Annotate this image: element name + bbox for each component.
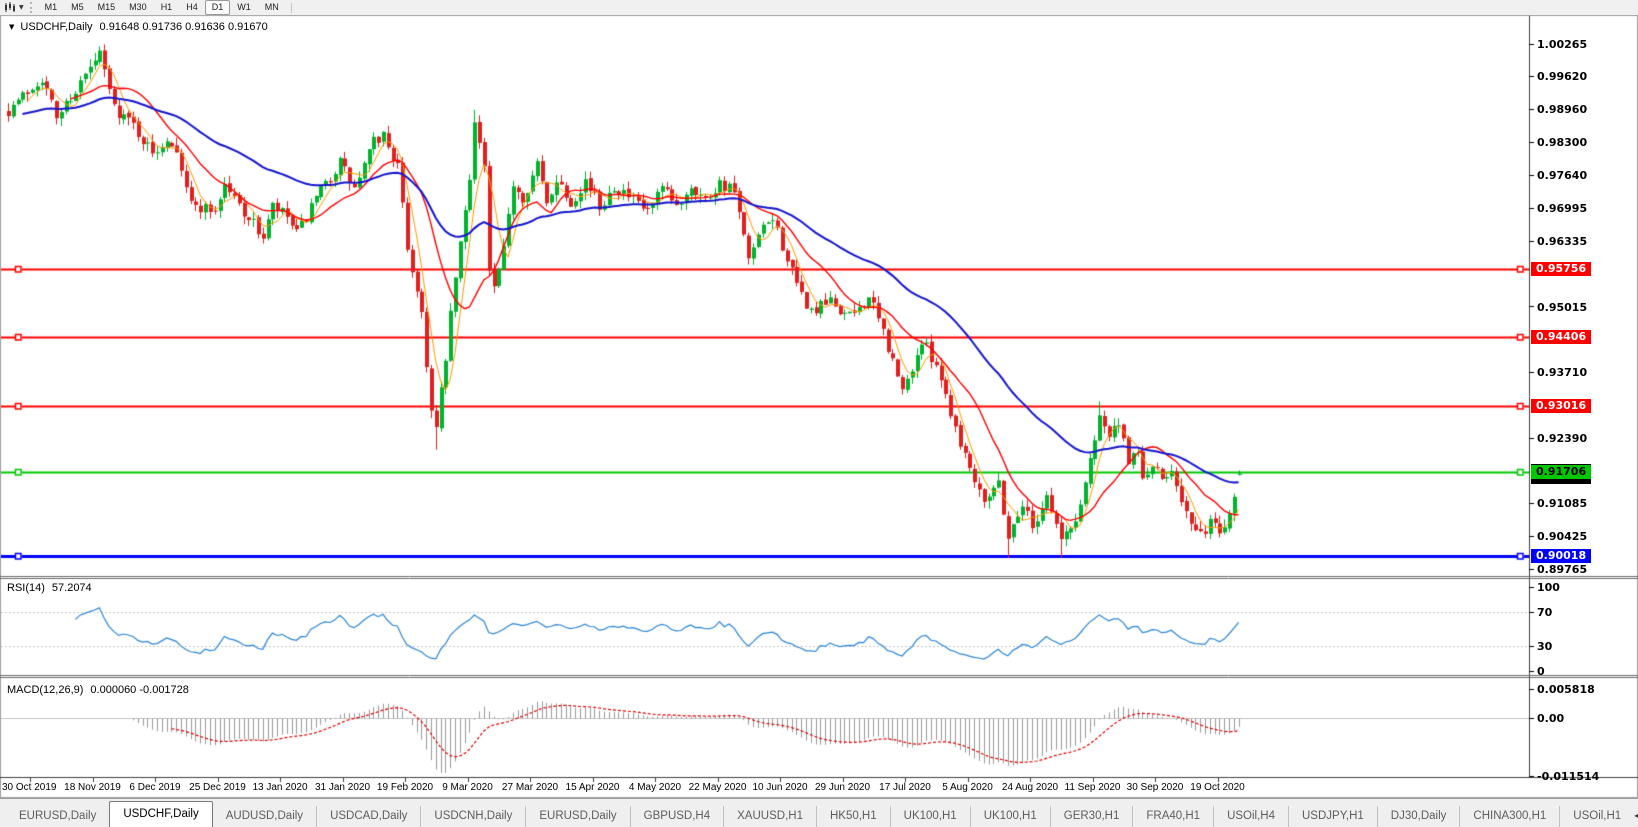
tab-bar: EURUSD,Daily USDCHF,Daily AUDUSD,Daily USDC… [0,798,1638,827]
price-tick-label: 0.96995 [1537,201,1588,215]
tab-eurusd-daily[interactable]: EURUSD,Daily [19,810,97,822]
timeframe-button-h4[interactable]: H4 [186,2,198,12]
tabs-scroll-left-button[interactable]: ◀ [1634,811,1638,820]
tab-usoil-h4[interactable]: USOil,H4 [1213,806,1288,827]
timeframe-button-d1[interactable]: D1 [204,0,231,15]
tab-ger30-h1[interactable]: GER30,H1 [1049,806,1133,827]
date-label: 30 Oct 2019 [2,782,57,793]
timeframe-button-w1[interactable]: W1 [237,2,251,12]
timeframe-button-mn[interactable]: MN [264,2,279,12]
date-label: 4 May 2020 [628,782,682,793]
hline-price-tag: 0.94406 [1531,329,1592,344]
tab-usoil-h1[interactable]: USOil,H1 [1559,806,1634,827]
timeframe-button-m5[interactable]: M5 [71,2,84,12]
hline-price-tag: 0.95756 [1531,262,1592,277]
chart-tabs: EURUSD,Daily USDCHF,Daily AUDUSD,Daily USDC… [6,801,1634,827]
tab-china300-h1[interactable]: CHINA300,H1 [1459,806,1559,827]
macd-tick-label: 0.00 [1537,712,1565,725]
tab-xauusd-h1[interactable]: XAUUSD,H1 [723,806,816,827]
price-tick-label: 0.99620 [1537,70,1588,84]
date-label: 17 Jul 2020 [879,782,931,793]
tab-usdcnh-daily[interactable]: USDCNH,Daily [420,806,525,827]
chart-window: ▼ USDCHF,Daily 0.91648 0.91736 0.91636 0… [0,15,1638,798]
macd-values: 0.000060 -0.001728 [90,684,189,696]
tab-eurusd-daily[interactable]: EURUSD,Daily [525,806,629,827]
date-label: 30 Sep 2020 [1126,782,1184,793]
date-label: 19 Feb 2020 [376,782,434,793]
tab-hk50-h1[interactable]: HK50,H1 [815,806,890,827]
rsi-tick-label: 30 [1537,639,1553,653]
date-label: 5 Aug 2020 [942,782,993,793]
toolbar-grip [29,2,32,13]
tab-fra40-h1[interactable]: FRA40,H1 [1132,806,1213,827]
date-label: 19 Oct 2020 [1190,782,1245,793]
rsi-value: 57.2074 [51,582,92,594]
rsi-tick-label: 100 [1537,581,1560,594]
date-label: 11 Sep 2020 [1064,782,1121,793]
price-tick-label: 0.90425 [1537,530,1588,543]
price-chart-canvas[interactable] [0,15,1638,798]
date-label: 6 Dec 2019 [129,782,181,793]
chart-type-dropdown-caret[interactable]: ▼ [19,4,24,11]
toolbar-separator [290,2,292,13]
price-tick-label: 0.91085 [1537,497,1588,510]
date-label: 22 May 2020 [688,782,747,793]
price-tick-label: 0.96335 [1537,234,1588,248]
price-tick-label: 0.89765 [1537,563,1588,576]
rsi-name: RSI(14) [7,582,45,594]
date-label: 18 Nov 2019 [64,782,121,793]
timeframe-button-h1[interactable]: H1 [160,2,173,12]
rsi-tick-label: 0 [1537,665,1545,678]
timeframe-button-m30[interactable]: M30 [129,2,147,12]
date-label: 27 Mar 2020 [501,782,559,793]
timeframe-button-group: M1 M5 M15 M30 H1 H4 D1 W1 MN [38,0,286,15]
tab-audusd-daily[interactable]: AUDUSD,Daily [225,810,304,822]
macd-tick-label: 0.005818 [1537,682,1595,696]
price-tick-label: 1.00265 [1537,38,1588,51]
date-label: 25 Dec 2019 [189,782,246,793]
price-tick-label: 0.98300 [1537,136,1588,150]
chart-symbol-label: USDCHF,Daily [20,21,93,33]
timeframe-button-m15[interactable]: M15 [97,2,116,12]
tab-uk100-h1[interactable]: UK100,H1 [889,806,970,827]
tab-uk100-h1[interactable]: UK100,H1 [969,806,1050,827]
hline-price-tag: 0.90018 [1531,549,1592,564]
date-label: 15 Apr 2020 [565,782,620,793]
rsi-tick-label: 70 [1537,606,1553,620]
chart-title: ▼ USDCHF,Daily 0.91648 0.91736 0.91636 0… [9,21,268,33]
collapse-triangle-icon[interactable]: ▼ [9,23,15,31]
date-label: 29 Jun 2020 [814,782,871,793]
tab-usdcad-daily[interactable]: USDCAD,Daily [316,806,420,827]
macd-name: MACD(12,26,9) [7,684,84,696]
tab-scroll-buttons: ◀ ▶ [1634,811,1638,827]
price-tick-label: 0.97640 [1537,169,1588,183]
price-tick-label: 0.95015 [1537,300,1588,314]
price-tick-label: 0.92390 [1537,431,1588,445]
hline-price-tag: 0.93016 [1531,399,1592,414]
macd-tick-label: -0.011514 [1537,769,1600,783]
tab-usdjpy-h1[interactable]: USDJPY,H1 [1288,806,1377,827]
tab-usdchf-daily[interactable]: USDCHF,Daily [109,801,213,827]
chart-type-icon[interactable] [4,2,18,13]
rsi-indicator-label: RSI(14) 57.2074 [7,582,92,594]
tab-gbpusd-h4[interactable]: GBPUSD,H4 [629,806,723,827]
price-tick-label: 0.98960 [1537,103,1588,117]
date-label: 31 Jan 2020 [314,782,371,793]
timeframe-button-m1[interactable]: M1 [44,2,58,12]
date-label: 13 Jan 2020 [252,782,308,793]
hline-price-tag: 0.91706 [1531,464,1592,479]
date-axis: 30 Oct 2019 18 Nov 2019 6 Dec 2019 25 Dec 2… [0,781,1530,797]
date-label: 9 Mar 2020 [442,782,493,793]
tab-dj30-daily[interactable]: DJ30,Daily [1376,806,1460,827]
toolbar: ▼ M1 M5 M15 M30 H1 H4 D1 W1 MN [0,0,1638,16]
macd-indicator-label: MACD(12,26,9) 0.000060 -0.001728 [7,684,189,696]
chart-ohlc-values: 0.91648 0.91736 0.91636 0.91670 [99,21,268,33]
price-tick-label: 0.93710 [1537,365,1588,379]
date-label: 24 Aug 2020 [1001,782,1059,793]
date-label: 10 Jun 2020 [752,782,808,793]
